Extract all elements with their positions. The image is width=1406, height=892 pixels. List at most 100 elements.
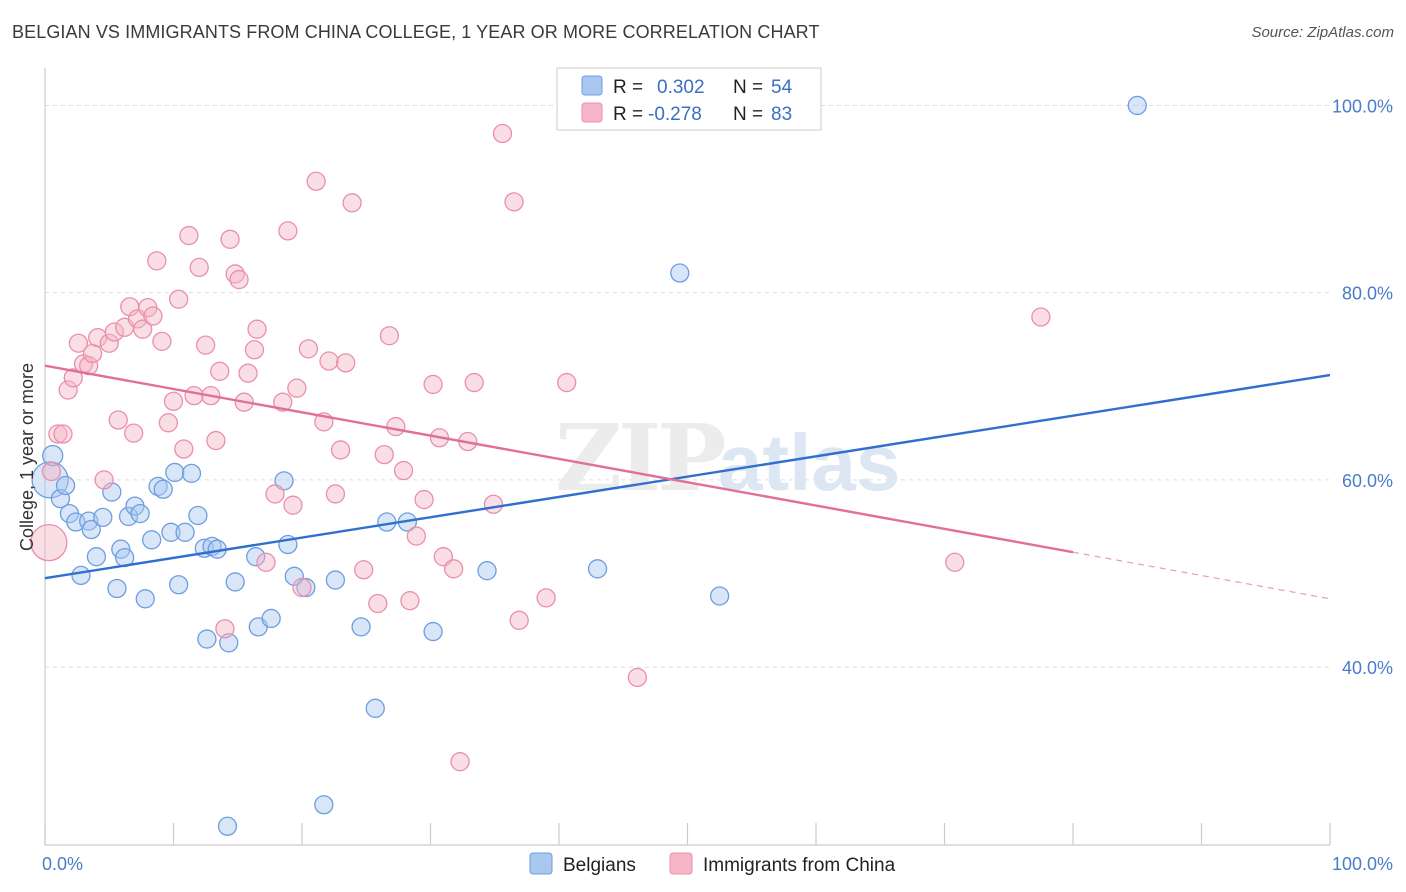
point-china-24 xyxy=(158,413,179,433)
point-belgians-33 xyxy=(225,572,245,592)
y-tick-label-1: 80.0% xyxy=(1342,284,1393,304)
point-belgians-15 xyxy=(118,506,139,527)
point-china-45 xyxy=(273,392,293,412)
point-belgians-37 xyxy=(274,471,294,491)
legend-n-label-belgians: N = xyxy=(733,77,763,98)
point-belgians-53 xyxy=(1127,95,1147,116)
point-belgians-49 xyxy=(670,263,690,283)
point-china-70 xyxy=(443,559,464,579)
point-china-33 xyxy=(206,430,226,451)
point-china-61 xyxy=(379,326,400,346)
point-china-49 xyxy=(292,577,312,598)
point-china-22 xyxy=(147,251,167,271)
point-belgians-25 xyxy=(175,522,195,542)
y-tick-label-3: 40.0% xyxy=(1342,658,1393,678)
point-china-35 xyxy=(215,619,235,639)
point-china-63 xyxy=(393,460,414,481)
point-belgians-3 xyxy=(55,475,76,496)
point-belgians-36 xyxy=(261,608,281,629)
point-belgians-48 xyxy=(587,559,608,579)
point-china-71 xyxy=(450,752,470,772)
point-china-74 xyxy=(483,494,504,514)
point-china-29 xyxy=(184,386,204,406)
trendline-china xyxy=(44,364,1074,554)
point-belgians-1 xyxy=(42,444,64,467)
chart-title: BELGIAN VS IMMIGRANTS FROM CHINA COLLEGE… xyxy=(12,22,820,42)
point-belgians-9 xyxy=(86,547,107,567)
legend-r-label-belgians: R = xyxy=(613,77,643,98)
trendline-extension-china xyxy=(1072,551,1331,600)
point-china-4 xyxy=(58,380,78,400)
point-china-50 xyxy=(298,339,319,359)
point-china-34 xyxy=(210,361,230,381)
point-belgians-11 xyxy=(102,482,122,502)
point-china-30 xyxy=(189,257,209,278)
legend-r-value-belgians: 0.302 xyxy=(657,77,705,98)
point-china-38 xyxy=(229,269,249,290)
point-china-27 xyxy=(174,439,194,459)
y-axis-label: College, 1 year or more xyxy=(17,363,37,551)
point-china-5 xyxy=(63,368,83,388)
point-china-25 xyxy=(163,391,184,411)
point-china-1 xyxy=(41,461,62,482)
point-china-44 xyxy=(265,484,285,504)
point-belgians-42 xyxy=(351,617,371,637)
legend-n-value-belgians: 54 xyxy=(771,77,793,98)
point-belgians-12 xyxy=(107,578,127,599)
axis-layer xyxy=(44,68,1331,846)
point-china-65 xyxy=(406,526,427,546)
watermark-zip: ZIP xyxy=(555,404,724,512)
point-belgians-18 xyxy=(135,589,155,609)
watermark: ZIP atlas xyxy=(555,404,900,512)
point-china-62 xyxy=(386,416,406,437)
point-china-21 xyxy=(143,306,163,326)
point-china-75 xyxy=(492,123,513,144)
point-china-82 xyxy=(1031,307,1051,327)
point-china-60 xyxy=(374,444,394,465)
point-china-26 xyxy=(168,289,189,309)
point-china-14 xyxy=(108,410,128,430)
point-china-57 xyxy=(342,193,362,213)
point-belgians-27 xyxy=(188,505,208,526)
point-belgians-23 xyxy=(165,462,185,483)
point-china-79 xyxy=(557,372,577,393)
point-china-6 xyxy=(68,333,89,353)
point-belgians-43 xyxy=(365,698,385,718)
point-china-2 xyxy=(48,424,68,444)
point-china-42 xyxy=(247,319,267,339)
point-china-41 xyxy=(244,340,265,360)
series-legend: Belgians Immigrants from China xyxy=(529,852,896,876)
point-china-55 xyxy=(330,440,351,460)
point-belgians-41 xyxy=(325,570,346,590)
point-china-56 xyxy=(336,353,356,373)
point-china-54 xyxy=(325,484,346,504)
point-china-11 xyxy=(94,470,114,490)
point-belgians-8 xyxy=(81,519,101,540)
point-china-81 xyxy=(945,552,965,572)
point-belgians-51 xyxy=(217,816,238,836)
point-belgians-10 xyxy=(93,507,113,527)
point-belgians-17 xyxy=(130,503,150,524)
y-tick-label-0: 100.0% xyxy=(1332,96,1393,116)
point-china-73 xyxy=(464,372,484,393)
legend-swatch-china xyxy=(581,102,603,123)
point-china-59 xyxy=(368,593,388,614)
point-belgians-26 xyxy=(181,463,202,484)
point-china-78 xyxy=(536,588,556,608)
trend-layer xyxy=(44,364,1331,600)
x-tick-label-1: 100.0% xyxy=(1332,854,1393,874)
point-china-31 xyxy=(195,335,216,355)
point-china-9 xyxy=(82,343,103,364)
point-belgians-20 xyxy=(148,476,168,497)
legend-n-label-china: N = xyxy=(733,104,763,125)
legend-r-label-china: R = xyxy=(613,104,643,125)
point-china-51 xyxy=(306,171,326,191)
point-china-3 xyxy=(53,424,73,444)
legend-r-value-china: -0.278 xyxy=(648,104,702,125)
point-china-13 xyxy=(104,322,125,342)
point-china-76 xyxy=(504,192,524,212)
legend-n-value-china: 83 xyxy=(771,104,792,125)
point-china-43 xyxy=(256,552,276,572)
chart-source: Source: ZipAtlas.com xyxy=(1251,24,1394,41)
series-legend-swatch-china xyxy=(669,852,693,875)
